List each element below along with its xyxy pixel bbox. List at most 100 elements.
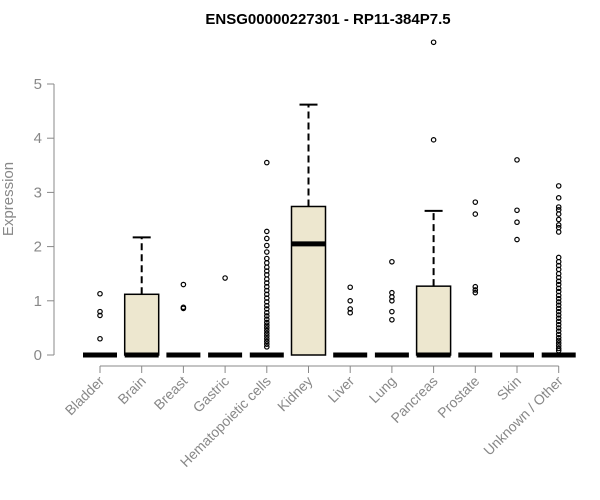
outlier-point (263, 338, 270, 345)
outlier-point (263, 235, 270, 242)
box-group (415, 39, 452, 358)
outlier-point (555, 315, 562, 321)
outlier-point (555, 183, 562, 189)
outlier-point (263, 228, 270, 235)
outlier-point (430, 137, 437, 143)
outlier-point (555, 216, 562, 223)
outlier-point (430, 39, 437, 46)
outlier-point (347, 309, 354, 316)
box-iqr (290, 205, 327, 356)
x-tick-label: Prostate (434, 373, 482, 421)
outlier-point (514, 219, 520, 226)
outlier-point (514, 236, 520, 243)
outlier-point (555, 285, 562, 292)
outlier-point (97, 290, 103, 297)
outlier-point (97, 308, 103, 315)
box-group (290, 103, 327, 356)
outlier-point (555, 312, 562, 318)
outlier-point (555, 331, 562, 338)
x-tick-label: Unknown / Other (480, 373, 566, 459)
outlier-point (472, 289, 479, 296)
outlier-point (555, 340, 562, 346)
y-tick-label: 1 (34, 293, 42, 310)
outlier-point (514, 157, 520, 163)
outlier-point (555, 229, 562, 235)
outlier-point (389, 308, 395, 315)
outlier-point (263, 249, 270, 255)
y-tick-label: 3 (34, 184, 42, 201)
outlier-point (555, 318, 562, 325)
box-group (249, 159, 284, 358)
y-axis-label: Expression (0, 162, 17, 236)
x-tick-label: Kidney (274, 373, 316, 415)
y-tick-label: 5 (34, 76, 42, 93)
outlier-point (263, 313, 270, 319)
outlier-point (263, 325, 270, 331)
outlier-point (263, 309, 270, 316)
outlier-point (347, 306, 354, 312)
outlier-point (263, 333, 270, 339)
outlier-point (555, 204, 562, 210)
outlier-point (389, 258, 395, 265)
outlier-point (97, 312, 103, 319)
y-tick-label: 4 (34, 130, 42, 147)
outlier-point (555, 328, 562, 334)
outlier-point (263, 344, 270, 350)
outlier-point (555, 345, 562, 352)
outlier-point (180, 305, 187, 312)
outlier-point (263, 335, 270, 342)
outlier-point (263, 302, 270, 309)
box-group (500, 157, 534, 358)
outlier-point (347, 297, 354, 304)
outlier-point (263, 268, 270, 274)
outlier-point (472, 283, 479, 290)
y-tick-label: 2 (34, 239, 42, 256)
outlier-point (555, 325, 562, 331)
outlier-point (263, 283, 270, 290)
outlier-point (263, 341, 270, 347)
box-group (166, 281, 201, 358)
outlier-point (180, 281, 187, 288)
box-group (458, 199, 493, 358)
outlier-point (555, 270, 562, 277)
outlier-point (555, 292, 562, 299)
outlier-point (555, 305, 562, 312)
outlier-point (472, 287, 479, 293)
x-tick-label: Bladder (62, 373, 108, 419)
outlier-point (555, 258, 562, 265)
outlier-point (389, 297, 395, 304)
outlier-point (555, 321, 562, 328)
outlier-point (263, 242, 270, 249)
outlier-point (263, 299, 270, 305)
outlier-point (263, 322, 270, 328)
x-tick-label: Skin (494, 373, 525, 404)
box-group (374, 258, 409, 358)
outlier-point (555, 211, 562, 217)
outlier-point (97, 335, 103, 342)
x-tick-label: Liver (325, 373, 358, 406)
outlier-point (263, 159, 270, 166)
outlier-point (472, 211, 479, 217)
box-iqr (415, 285, 452, 356)
box-group (208, 275, 243, 358)
y-tick-label: 0 (34, 347, 42, 364)
box-group (83, 290, 117, 358)
plot-area (83, 39, 576, 358)
x-tick-label: Breast (151, 373, 191, 413)
outlier-point (555, 222, 562, 228)
outlier-point (263, 295, 270, 301)
outlier-point (472, 199, 479, 205)
box-group (123, 236, 160, 358)
x-tick-label: Lung (366, 373, 399, 406)
outlier-point (555, 278, 562, 285)
box-iqr (123, 293, 160, 356)
outlier-point (263, 280, 270, 286)
outlier-point (555, 281, 562, 288)
x-tick-label: Brain (114, 373, 148, 407)
outlier-point (263, 306, 270, 312)
outlier-point (389, 316, 395, 323)
outlier-point (263, 327, 270, 334)
outlier-point (555, 262, 562, 269)
outlier-point (263, 316, 270, 323)
